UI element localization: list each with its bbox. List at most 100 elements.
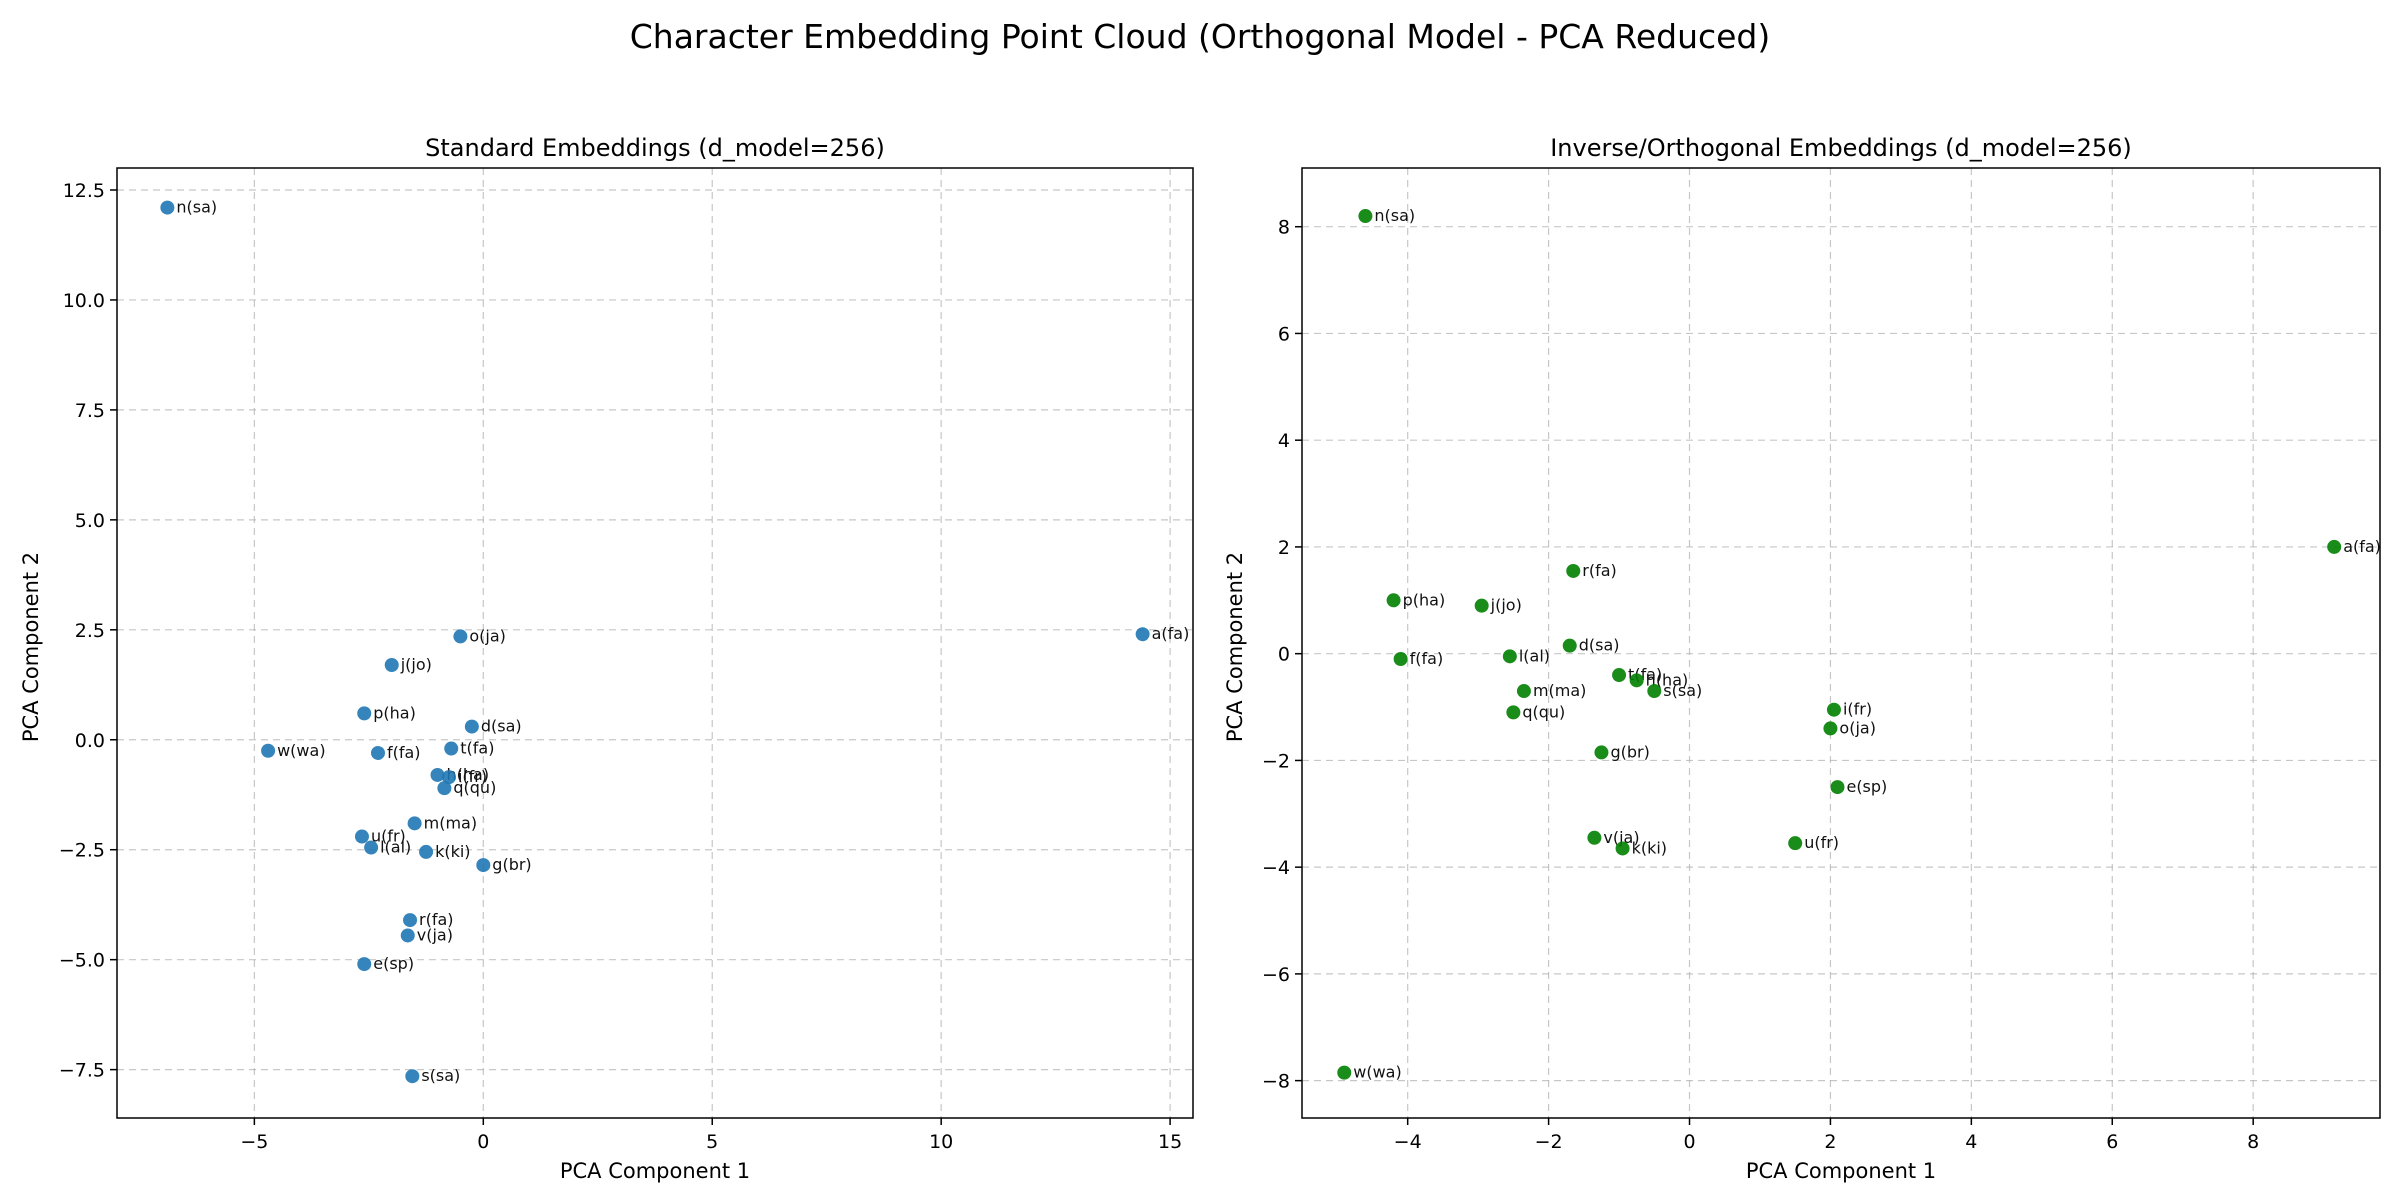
orthogonal-point (1615, 841, 1630, 856)
orthogonal-y-tick-label: 0 (1278, 644, 1290, 666)
standard-y-tick-label: 10.0 (63, 290, 105, 312)
standard-point-label: i(fr) (458, 767, 487, 786)
standard-y-tick-label: −7.5 (59, 1060, 105, 1082)
figure-suptitle: Character Embedding Point Cloud (Orthogo… (630, 17, 1771, 56)
standard-y-tick-label: −2.5 (59, 840, 105, 862)
orthogonal-point (1566, 563, 1581, 578)
standard-point (1135, 627, 1150, 642)
orthogonal-y-tick-label: 6 (1278, 323, 1290, 345)
orthogonal-embeddings-plot: Inverse/Orthogonal Embeddings (d_model=2… (1223, 134, 2381, 1183)
standard-x-tick-label: −5 (240, 1131, 268, 1153)
standard-point (357, 706, 372, 721)
orthogonal-point (1612, 668, 1627, 683)
standard-point-label: n(sa) (176, 198, 217, 217)
orthogonal-point (1594, 745, 1609, 760)
orthogonal-point (1826, 702, 1841, 717)
orthogonal-point-label: e(sp) (1846, 777, 1887, 796)
standard-point (357, 957, 372, 972)
orthogonal-point-label: r(fa) (1582, 561, 1617, 580)
orthogonal-y-tick-label: −4 (1262, 857, 1290, 879)
orthogonal-point (1393, 652, 1408, 667)
orthogonal-axes-frame (1301, 167, 2381, 1119)
orthogonal-point-label: n(sa) (1374, 206, 1415, 225)
standard-point-label: w(wa) (277, 741, 325, 760)
standard-point-label: o(ja) (469, 626, 506, 645)
orthogonal-point (1823, 721, 1838, 736)
standard-point-label: a(fa) (1152, 624, 1190, 643)
standard-point (476, 858, 491, 873)
orthogonal-point (1502, 649, 1517, 664)
standard-point (464, 719, 479, 734)
standard-point (419, 844, 434, 859)
orthogonal-point-label: a(fa) (2343, 537, 2381, 556)
orthogonal-point (1516, 684, 1531, 699)
standard-point (407, 816, 422, 831)
standard-y-tick-label: 7.5 (75, 400, 105, 422)
standard-point (384, 657, 399, 672)
orthogonal-point-label: q(qu) (1522, 702, 1565, 721)
orthogonal-point-label: v(ja) (1603, 828, 1639, 847)
orthogonal-point-label: g(br) (1610, 742, 1649, 761)
standard-x-tick-label: 10 (929, 1131, 953, 1153)
orthogonal-point (1506, 705, 1521, 720)
orthogonal-point-label: j(jo) (1490, 596, 1522, 615)
standard-point (403, 913, 418, 928)
orthogonal-point (1629, 673, 1644, 688)
standard-point (444, 741, 459, 756)
orthogonal-point-label: s(sa) (1663, 681, 1702, 700)
standard-x-tick-label: 15 (1158, 1131, 1182, 1153)
orthogonal-point-label: k(ki) (1632, 838, 1667, 857)
orthogonal-point-label: d(sa) (1579, 636, 1620, 655)
standard-point-label: t(fa) (460, 739, 494, 758)
standard-y-tick-label: −5.0 (59, 950, 105, 972)
orthogonal-point-label: u(fr) (1804, 833, 1839, 852)
standard-point (370, 745, 385, 760)
orthogonal-embeddings-xlabel: PCA Component 1 (1746, 1159, 1936, 1183)
orthogonal-x-tick-label: 4 (1965, 1131, 1977, 1153)
standard-point-label: g(br) (492, 855, 531, 874)
standard-point-label: d(sa) (481, 717, 522, 736)
orthogonal-y-tick-label: −2 (1262, 750, 1290, 772)
orthogonal-x-tick-label: 0 (1683, 1131, 1695, 1153)
orthogonal-embeddings-title: Inverse/Orthogonal Embeddings (d_model=2… (1550, 134, 2132, 162)
standard-embeddings-plot: Standard Embeddings (d_model=256) PCA Co… (19, 134, 1194, 1183)
standard-point (160, 200, 175, 215)
orthogonal-point-label: o(ja) (1839, 718, 1876, 737)
standard-point (364, 840, 379, 855)
orthogonal-x-tick-label: 2 (1824, 1131, 1836, 1153)
standard-point (453, 629, 468, 644)
standard-point-label: v(ja) (417, 925, 453, 944)
standard-point-label: q(qu) (453, 778, 496, 797)
standard-embeddings-title: Standard Embeddings (d_model=256) (425, 134, 885, 162)
standard-point-label: l(al) (380, 838, 411, 857)
standard-point-label: m(ma) (424, 813, 477, 832)
standard-point (441, 770, 456, 785)
standard-point-label: k(ki) (435, 842, 470, 861)
orthogonal-y-tick-label: 2 (1278, 537, 1290, 559)
standard-point-label: s(sa) (421, 1066, 460, 1085)
orthogonal-y-tick-label: −8 (1262, 1071, 1290, 1093)
orthogonal-x-tick-label: 6 (2106, 1131, 2118, 1153)
standard-y-tick-label: 12.5 (63, 180, 105, 202)
standard-point-label: f(fa) (387, 743, 421, 762)
standard-point (437, 781, 452, 796)
orthogonal-point (1788, 836, 1803, 851)
standard-point (430, 767, 445, 782)
standard-axes-frame (116, 167, 1194, 1119)
standard-x-tick-label: 0 (477, 1131, 489, 1153)
standard-point-label: r(fa) (419, 910, 454, 929)
orthogonal-point (1562, 638, 1577, 653)
orthogonal-point (1587, 830, 1602, 845)
orthogonal-x-tick-label: −4 (1394, 1131, 1422, 1153)
orthogonal-point (2327, 539, 2342, 554)
standard-point (405, 1069, 420, 1084)
orthogonal-point-label: i(fr) (1843, 700, 1872, 719)
orthogonal-y-tick-label: 4 (1278, 430, 1290, 452)
orthogonal-point-label: w(wa) (1353, 1063, 1401, 1082)
standard-point-label: j(jo) (400, 655, 432, 674)
standard-point (261, 743, 276, 758)
standard-x-tick-label: 5 (706, 1131, 718, 1153)
orthogonal-point (1386, 593, 1401, 608)
standard-y-tick-label: 5.0 (75, 510, 105, 532)
